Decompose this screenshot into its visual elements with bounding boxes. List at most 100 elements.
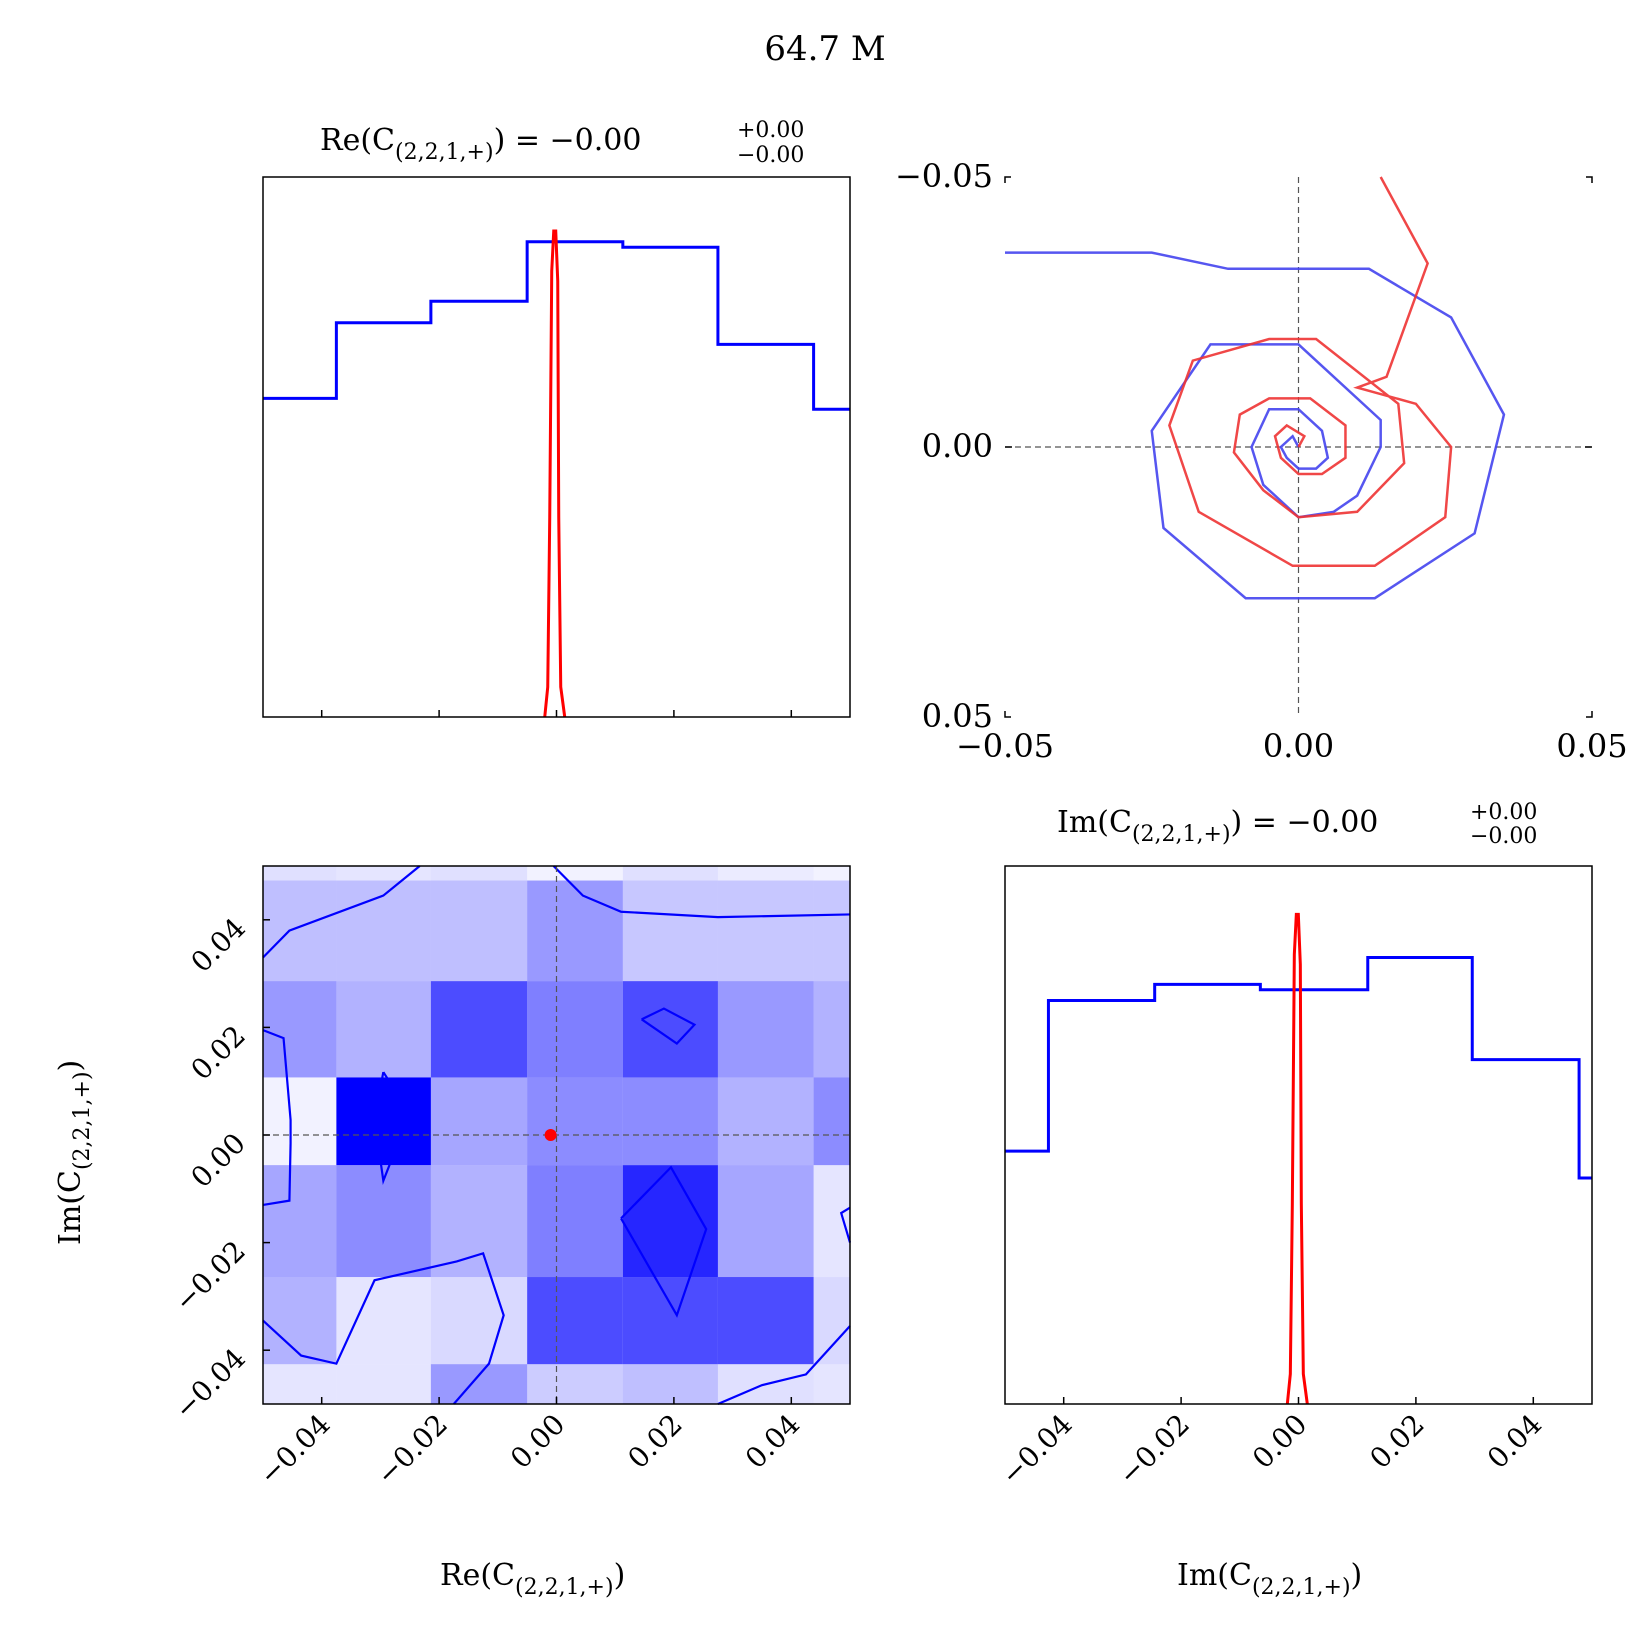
density-cell	[263, 1077, 337, 1166]
density-contour	[620, 1165, 708, 1318]
corner-2d-panel: −0.04 −0.02 0.00 0.02 0.04 −0.04 −0.02 0.00 0.02…	[168, 865, 852, 1492]
density-contour	[373, 1071, 411, 1186]
density-cell	[527, 1277, 623, 1365]
density-cell	[263, 1364, 337, 1404]
im-hist-title-sup: +0.00	[1470, 800, 1537, 825]
spiral-series-blue	[1005, 251, 1506, 600]
density-cell	[622, 1277, 718, 1365]
density-cell	[813, 866, 850, 881]
density-cell	[717, 1165, 814, 1278]
density-contour	[262, 1029, 292, 1207]
density-contour	[717, 1325, 851, 1406]
density-cell	[263, 981, 337, 1078]
density-ytick-label: −0.04	[168, 1342, 252, 1426]
density-ytick-label: −0.02	[168, 1234, 252, 1318]
density-cell	[813, 1277, 850, 1365]
density-cell	[622, 1364, 718, 1404]
density-cell	[527, 1077, 623, 1166]
spiral-corner-tick	[1004, 176, 1011, 183]
density-cell	[430, 880, 528, 982]
density-cell	[430, 1277, 528, 1365]
im-hist-xtick-label: −0.02	[1112, 1408, 1196, 1492]
density-xtick-label: 0.02	[621, 1408, 688, 1475]
re-hist-title: Re(C(2,2,1,+)) = −0.00	[320, 123, 641, 165]
density-cell	[430, 1077, 528, 1166]
re-xlabel: Re(C(2,2,1,+))	[440, 1558, 625, 1600]
figure-title: 64.7 M	[764, 29, 885, 69]
density-cell	[527, 1165, 623, 1278]
spiral-xtick-label: 0.00	[1263, 727, 1334, 765]
density-contour	[640, 1007, 697, 1045]
density-cell	[813, 880, 850, 982]
im-ylabel: Im(C(2,2,1,+))	[53, 1060, 95, 1245]
im-hist-prior-series	[1005, 955, 1592, 1180]
density-cell	[263, 1277, 337, 1365]
spiral-corner-tick	[1586, 711, 1593, 718]
density-cell	[717, 866, 814, 881]
density-cell	[717, 880, 814, 982]
density-cell	[622, 866, 718, 881]
density-xtick-label: −0.02	[370, 1408, 454, 1492]
im-hist-panel: −0.04 −0.02 0.00 0.02 0.04	[995, 865, 1593, 1492]
im-hist-posterior-series	[1285, 912, 1309, 1405]
re-hist-posterior-series	[543, 229, 567, 718]
spiral-ytick-label: −0.05	[895, 157, 993, 195]
density-cell	[430, 981, 528, 1078]
density-contour	[262, 865, 421, 959]
spiral-xtick-label: 0.05	[1556, 727, 1627, 765]
density-cell	[263, 1165, 337, 1278]
density-xtick-label: 0.00	[504, 1408, 571, 1475]
re-hist-prior-series	[263, 240, 850, 411]
spiral-series-red	[1168, 176, 1453, 568]
density-cell	[263, 880, 337, 982]
density-cell	[336, 1364, 431, 1404]
density-contour	[839, 1206, 852, 1243]
density-cell	[430, 866, 528, 881]
spiral-xtick-label: −0.05	[956, 727, 1054, 765]
density-contour	[552, 865, 851, 919]
im-hist-title-inf: −0.00	[1470, 824, 1537, 849]
posterior-point	[544, 1129, 557, 1141]
density-cell	[622, 981, 718, 1078]
density-cell	[336, 1077, 431, 1166]
density-cell	[336, 981, 431, 1078]
im-hist-xtick-label: 0.02	[1363, 1408, 1430, 1475]
spiral-ytick-label: 0.05	[922, 697, 993, 735]
density-cell	[717, 1277, 814, 1365]
density-cell	[430, 1165, 528, 1278]
re-hist-panel	[262, 176, 851, 718]
im-hist-xtick-label: 0.00	[1246, 1408, 1313, 1475]
im-hist-xtick-label: 0.04	[1481, 1408, 1548, 1475]
im-xlabel: Im(C(2,2,1,+))	[1177, 1558, 1362, 1600]
density-ytick-label: 0.04	[185, 911, 252, 978]
density-cell	[430, 1364, 528, 1404]
density-xtick-label: −0.04	[253, 1408, 337, 1492]
density-cell	[263, 866, 337, 881]
re-hist-title-sup: +0.00	[737, 118, 804, 143]
re-hist-title-inf: −0.00	[737, 143, 804, 168]
density-cell	[622, 1077, 718, 1166]
density-cell	[527, 880, 623, 982]
density-cell	[622, 880, 718, 982]
density-cell	[527, 981, 623, 1078]
density-cell	[527, 1364, 623, 1404]
density-cell	[813, 1077, 850, 1166]
density-contour	[262, 1251, 505, 1405]
density-cell	[527, 866, 623, 881]
density-ytick-label: 0.00	[185, 1127, 252, 1194]
im-hist-xtick-label: −0.04	[995, 1408, 1079, 1492]
spiral-corner-tick	[1004, 711, 1011, 718]
spiral-corner-tick	[1586, 176, 1593, 183]
spiral-panel: −0.050.000.05−0.05 0.00 0.05	[895, 157, 1628, 765]
density-cell	[336, 880, 431, 982]
density-cell	[717, 981, 814, 1078]
density-cell	[813, 981, 850, 1078]
density-cell	[336, 1165, 431, 1278]
im-hist-title: Im(C(2,2,1,+)) = −0.00	[1057, 805, 1378, 847]
density-xtick-label: 0.04	[739, 1408, 806, 1475]
spiral-ytick-label: 0.00	[922, 427, 993, 465]
density-cell	[717, 1077, 814, 1166]
density-cell	[622, 1165, 718, 1278]
density-cell	[813, 1364, 850, 1404]
